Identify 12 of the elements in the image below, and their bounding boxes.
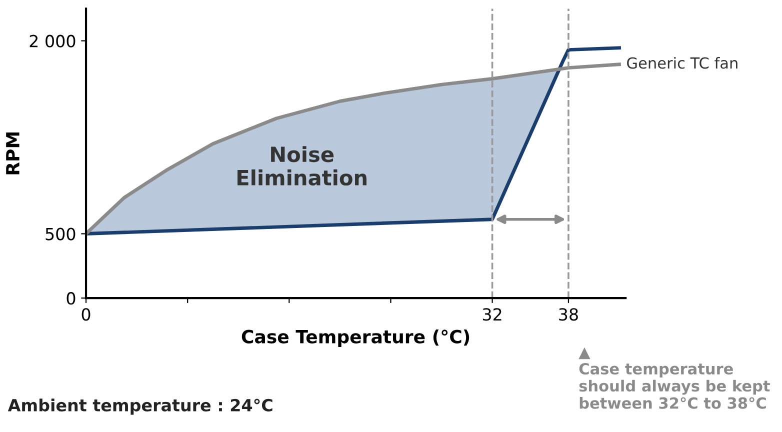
x-axis-title: Case Temperature (°C) xyxy=(242,330,470,347)
x-tick-label: 32 xyxy=(482,308,502,321)
y-tick-label: 0 xyxy=(66,292,76,305)
y-tick-label: 500 xyxy=(46,228,76,240)
annotation: Noise Elimination xyxy=(238,146,366,186)
text: ▲ Case temperature should always be kept between 32°C to 38°C xyxy=(578,347,770,409)
text: Ambient temperature : 24°C xyxy=(8,398,272,415)
x-tick-label: 0 xyxy=(82,308,90,321)
y-axis-title: RPM xyxy=(6,132,20,174)
y-tick-label: 2 000 xyxy=(30,34,76,48)
x-tick-label: 38 xyxy=(559,308,578,321)
series-label: Generic TC fan xyxy=(627,56,738,69)
